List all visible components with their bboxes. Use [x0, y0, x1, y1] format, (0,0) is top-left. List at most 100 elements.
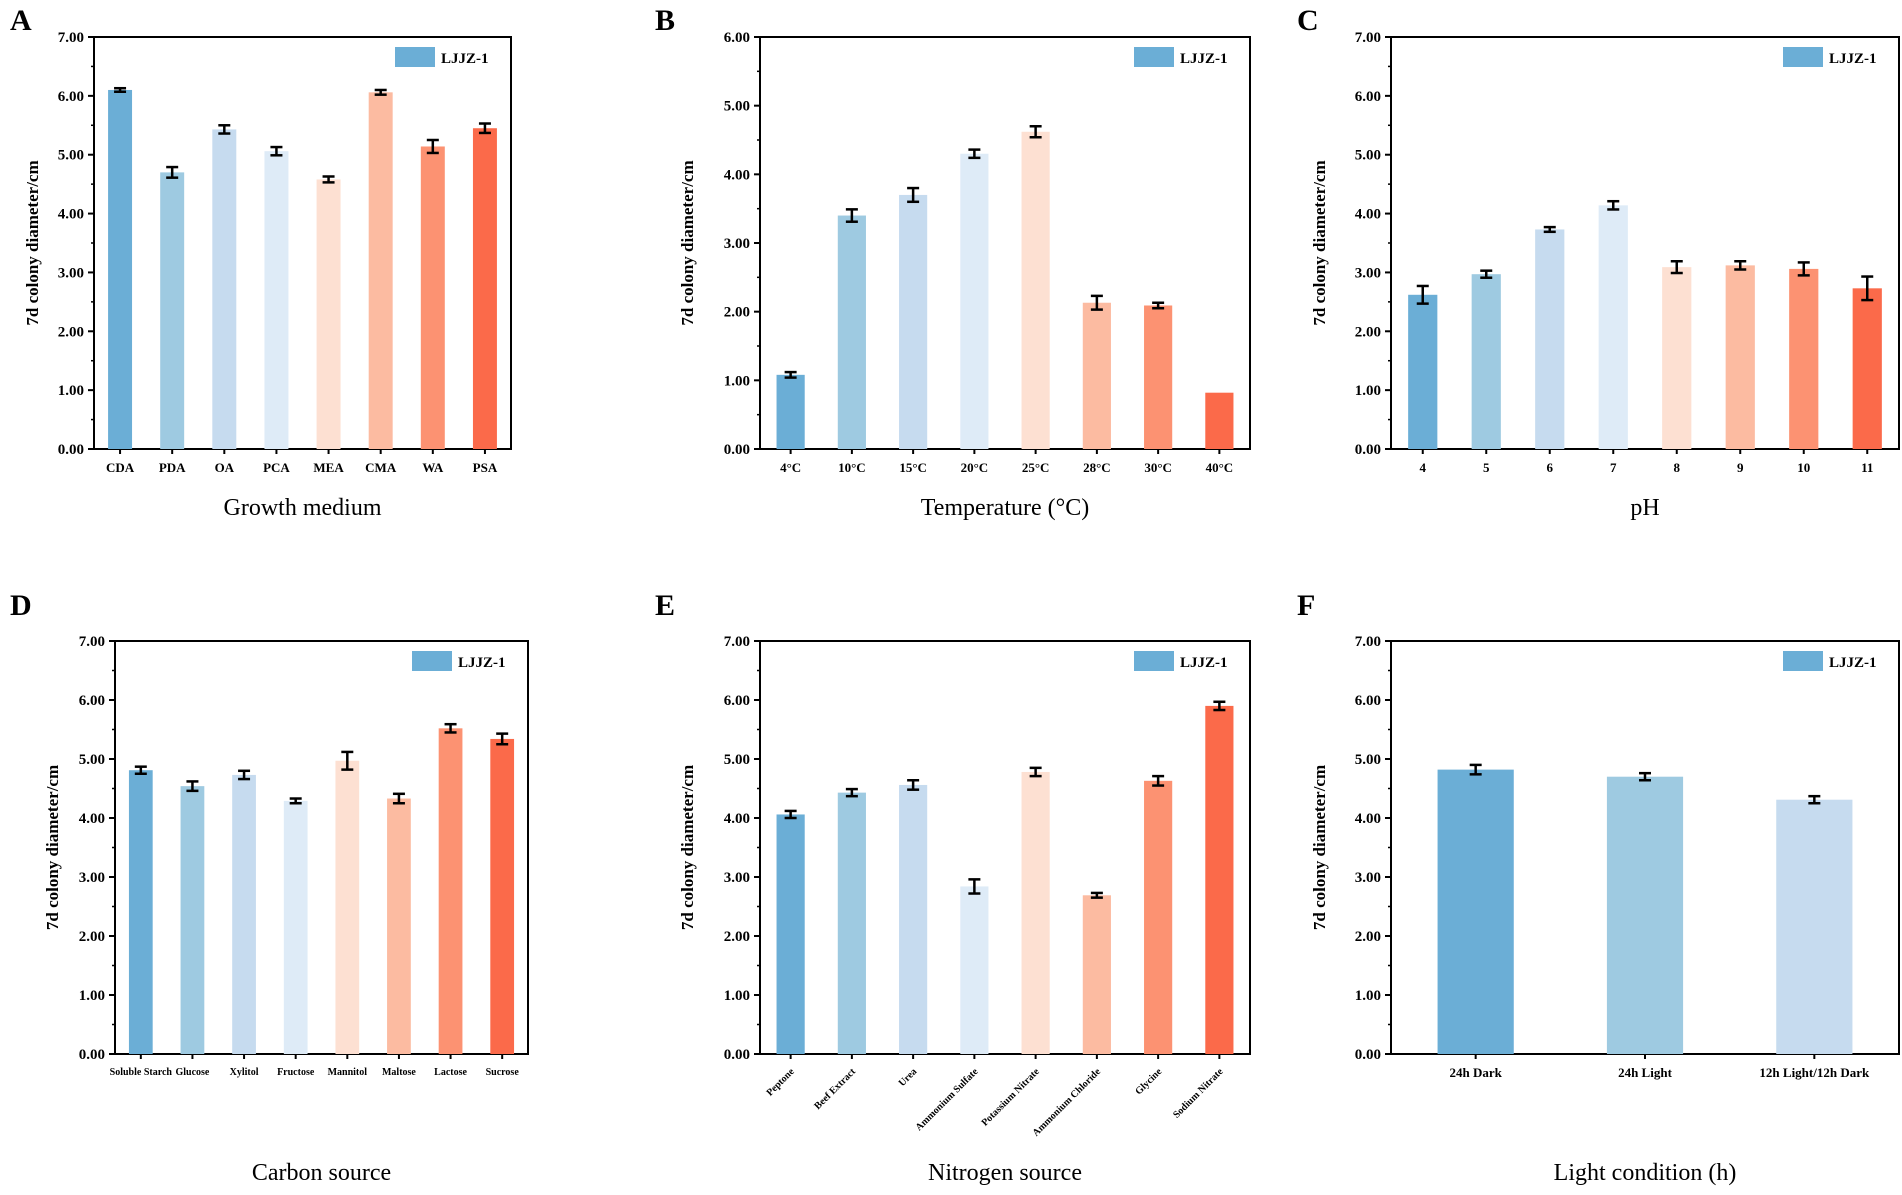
y-tick-label: 2.00: [79, 929, 105, 945]
chart-panel-C: C 0.00 1.00 2.00 3.00 4.00 5.00 6.00 7.00 7d colo…: [1297, 4, 1900, 521]
x-tick-label: 24h Dark: [1449, 1065, 1502, 1080]
bar-mea: [316, 179, 341, 450]
bar-24h-dark: [1437, 769, 1514, 1054]
chart-panel-E: E 0.00 1.00 2.00 3.00 4.00 5.00 6.00 7.00 7d colo…: [655, 589, 1251, 1186]
x-tick-label: 4°C: [780, 460, 801, 475]
x-tick-label: 24h Light: [1618, 1065, 1672, 1080]
x-tick-label: Mannitol: [328, 1067, 368, 1078]
panel-letter: B: [655, 4, 675, 37]
axes-frame: [114, 640, 529, 1055]
x-tick-label: Ammonium Chloride: [1031, 1066, 1104, 1139]
bar-25-c: [1021, 131, 1050, 449]
bar-urea: [899, 784, 928, 1054]
y-tick-label: 0.00: [58, 442, 84, 458]
y-tick-label: 0.00: [724, 1047, 750, 1063]
bar-10: [1789, 268, 1819, 449]
bar-cda: [108, 89, 133, 449]
chart-panel-A: A 0.00 1.00 2.00 3.00 4.00 5.00 6.00 7.00 7d colo…: [10, 4, 512, 521]
x-tick-label: 20°C: [961, 460, 989, 475]
bar-6: [1535, 229, 1565, 449]
bar-maltose: [387, 798, 411, 1054]
x-tick-label: 8: [1674, 460, 1681, 475]
y-tick-label: 0.00: [724, 442, 750, 458]
y-tick-label: 6.00: [1355, 89, 1381, 105]
y-tick-label: 1.00: [58, 383, 84, 399]
x-axis-label: Carbon source: [252, 1160, 391, 1186]
y-tick-label: 1.00: [79, 988, 105, 1004]
y-tick-label: 2.00: [724, 929, 750, 945]
y-tick-label: 1.00: [724, 373, 750, 389]
y-tick-label: 4.00: [1355, 207, 1381, 223]
bar-5: [1471, 274, 1501, 449]
y-tick-label: 7.00: [1355, 634, 1381, 650]
bar-beef-extract: [837, 792, 866, 1054]
legend-label: LJJZ-1: [1180, 655, 1228, 671]
legend-label: LJJZ-1: [441, 51, 489, 67]
y-tick-label: 2.00: [1355, 929, 1381, 945]
x-tick-label: CMA: [365, 460, 397, 475]
y-tick-label: 5.00: [58, 148, 84, 164]
bar-7: [1598, 205, 1628, 449]
y-tick-label: 2.00: [724, 305, 750, 321]
bar-10-c: [837, 215, 866, 449]
axes-frame: [759, 36, 1251, 450]
y-tick-label: 3.00: [1355, 870, 1381, 886]
y-axis-label: 7d colony diameter/cm: [23, 160, 42, 325]
legend-label: LJJZ-1: [1829, 655, 1877, 671]
y-tick-label: 1.00: [1355, 383, 1381, 399]
bar-12h-light-12h-dark: [1776, 799, 1853, 1054]
y-tick-label: 4.00: [79, 811, 105, 827]
bar-xylitol: [232, 774, 256, 1054]
y-tick-label: 7.00: [58, 30, 84, 46]
bar-soluble-starch: [128, 770, 153, 1054]
bar-glycine: [1144, 780, 1173, 1054]
y-tick-label: 6.00: [58, 89, 84, 105]
x-tick-label: Soluble Starch: [110, 1067, 173, 1078]
x-tick-label: OA: [215, 460, 235, 475]
x-tick-label: Peptone: [765, 1066, 798, 1099]
y-tick-label: 0.00: [1355, 442, 1381, 458]
x-tick-label: Sodium Nitrate: [1171, 1066, 1226, 1121]
panel-letter: C: [1297, 4, 1319, 37]
legend-swatch: [395, 47, 435, 67]
bar-sodium-nitrate: [1205, 705, 1234, 1054]
x-tick-label: 6: [1547, 460, 1554, 475]
y-tick-label: 4.00: [58, 207, 84, 223]
y-axis-label: 7d colony diameter/cm: [678, 765, 697, 930]
x-tick-label: Lactose: [434, 1067, 467, 1078]
bar-ammonium-chloride: [1082, 895, 1111, 1054]
bar-8: [1662, 267, 1692, 449]
bar-28-c: [1082, 302, 1111, 449]
y-tick-label: 5.00: [724, 752, 750, 768]
chart-panel-F: F 0.00 1.00 2.00 3.00 4.00 5.00 6.00 7.00 7d colo…: [1297, 589, 1900, 1186]
y-axis-label: 7d colony diameter/cm: [1310, 765, 1329, 930]
bar-40-c: [1205, 392, 1234, 449]
x-tick-label: 11: [1861, 460, 1873, 475]
x-tick-label: CDA: [106, 460, 135, 475]
y-tick-label: 4.00: [1355, 811, 1381, 827]
x-tick-label: 30°C: [1144, 460, 1172, 475]
y-tick-label: 7.00: [724, 634, 750, 650]
x-tick-label: Sucrose: [486, 1067, 520, 1078]
chart-panel-D: D 0.00 1.00 2.00 3.00 4.00 5.00 6.00 7.00 7d colo…: [10, 589, 529, 1186]
y-tick-label: 5.00: [1355, 752, 1381, 768]
legend-swatch: [1134, 651, 1174, 671]
x-tick-label: 9: [1737, 460, 1744, 475]
bar-mannitol: [335, 760, 360, 1054]
bar-15-c: [899, 194, 928, 449]
y-tick-label: 4.00: [724, 811, 750, 827]
panel-letter: D: [10, 589, 32, 622]
y-tick-label: 6.00: [724, 693, 750, 709]
x-tick-label: 12h Light/12h Dark: [1759, 1065, 1870, 1080]
x-tick-label: Ammonium Sulfate: [914, 1066, 981, 1133]
bar-30-c: [1144, 305, 1173, 449]
y-tick-label: 3.00: [724, 236, 750, 252]
y-tick-label: 2.00: [58, 324, 84, 340]
x-tick-label: 28°C: [1083, 460, 1111, 475]
x-tick-label: 5: [1483, 460, 1490, 475]
bar-psa: [472, 128, 497, 449]
bar-cma: [368, 92, 393, 449]
bar-peptone: [776, 814, 805, 1054]
y-tick-label: 3.00: [79, 870, 105, 886]
x-axis-label: pH: [1630, 495, 1659, 521]
